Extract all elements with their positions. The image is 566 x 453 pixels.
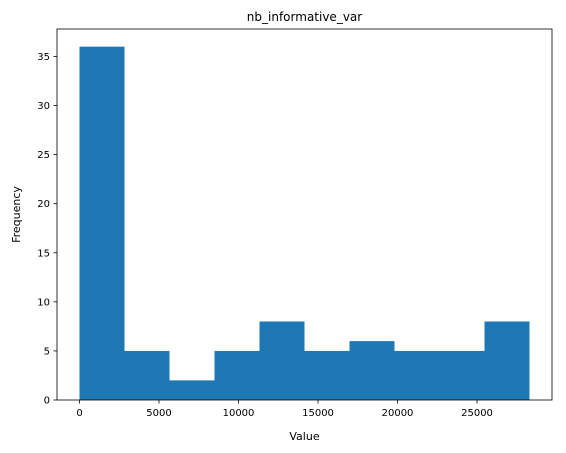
- histogram-bar: [394, 350, 440, 400]
- histogram-bar: [304, 350, 350, 400]
- plot-frame: [56, 28, 553, 401]
- y-tick-label: 25: [37, 150, 50, 161]
- histogram-bar: [214, 350, 260, 400]
- histogram-bar: [349, 341, 395, 400]
- histogram-bar: [484, 321, 530, 400]
- y-axis-ticks: 0 5 10 15 20 25 30 35: [37, 52, 57, 407]
- histogram-bar: [259, 321, 305, 400]
- chart-title: nb_informative_var: [247, 10, 362, 24]
- histogram-bar: [124, 350, 170, 400]
- x-axis-label: Value: [289, 430, 319, 443]
- y-tick-label: 0: [44, 396, 50, 407]
- x-axis-ticks: 0 5000 10000 15000 20000 25000: [76, 400, 493, 419]
- x-tick-label: 10000: [223, 408, 255, 419]
- y-tick-label: 10: [37, 297, 50, 308]
- x-tick-label: 15000: [302, 408, 334, 419]
- bars-group: [79, 46, 530, 401]
- y-tick-label: 15: [37, 248, 50, 259]
- x-tick-label: 5000: [146, 408, 171, 419]
- x-tick-label: 0: [76, 408, 82, 419]
- x-tick-label: 25000: [461, 408, 493, 419]
- histogram-bar: [79, 46, 125, 401]
- y-tick-label: 5: [44, 346, 50, 357]
- y-tick-label: 30: [37, 101, 50, 112]
- histogram-bar: [169, 380, 215, 400]
- y-tick-label: 20: [37, 199, 50, 210]
- x-tick-label: 20000: [382, 408, 414, 419]
- y-axis-label: Frequency: [10, 186, 23, 243]
- histogram-bar: [439, 350, 485, 400]
- y-tick-label: 35: [37, 52, 50, 63]
